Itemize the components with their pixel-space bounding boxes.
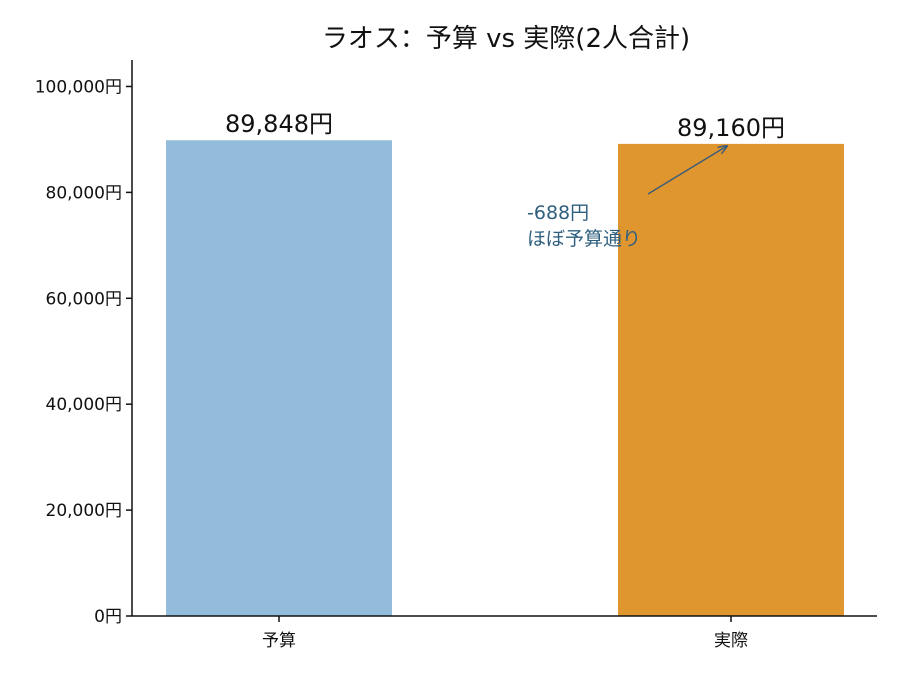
annotation-difference: -688円 (527, 202, 589, 224)
y-tick-label-1: 20,000円 (46, 501, 122, 521)
bar-1 (166, 140, 392, 616)
annotation-arrow (647, 146, 727, 195)
y-tick-label-5: 100,000円 (35, 77, 122, 97)
y-tick-label-3: 60,000円 (46, 289, 122, 309)
bars-group (166, 140, 844, 616)
value-labels-group: 89,848円 89,160円 (225, 110, 785, 142)
value-label-1: 89,848円 (225, 110, 333, 138)
x-ticks-group: 予算 実際 (262, 616, 748, 651)
bar-2 (618, 143, 844, 616)
annotation-note: ほぼ予算通り (527, 228, 641, 250)
y-tick-label-0: 0円 (94, 607, 122, 627)
annotation-group: -688円 ほぼ予算通り (527, 146, 727, 250)
chart-title: ラオス：予算 vs 実際(2人合計) (322, 24, 690, 54)
x-tick-label-1: 予算 (262, 631, 296, 651)
y-tick-label-4: 80,000円 (46, 183, 122, 203)
y-tick-label-2: 40,000円 (46, 395, 122, 415)
y-ticks-group: 0円 20,000円 40,000円 60,000円 80,000円 100,000円 (35, 77, 132, 627)
value-label-2: 89,160円 (677, 114, 785, 142)
x-tick-label-2: 実際 (714, 631, 748, 651)
